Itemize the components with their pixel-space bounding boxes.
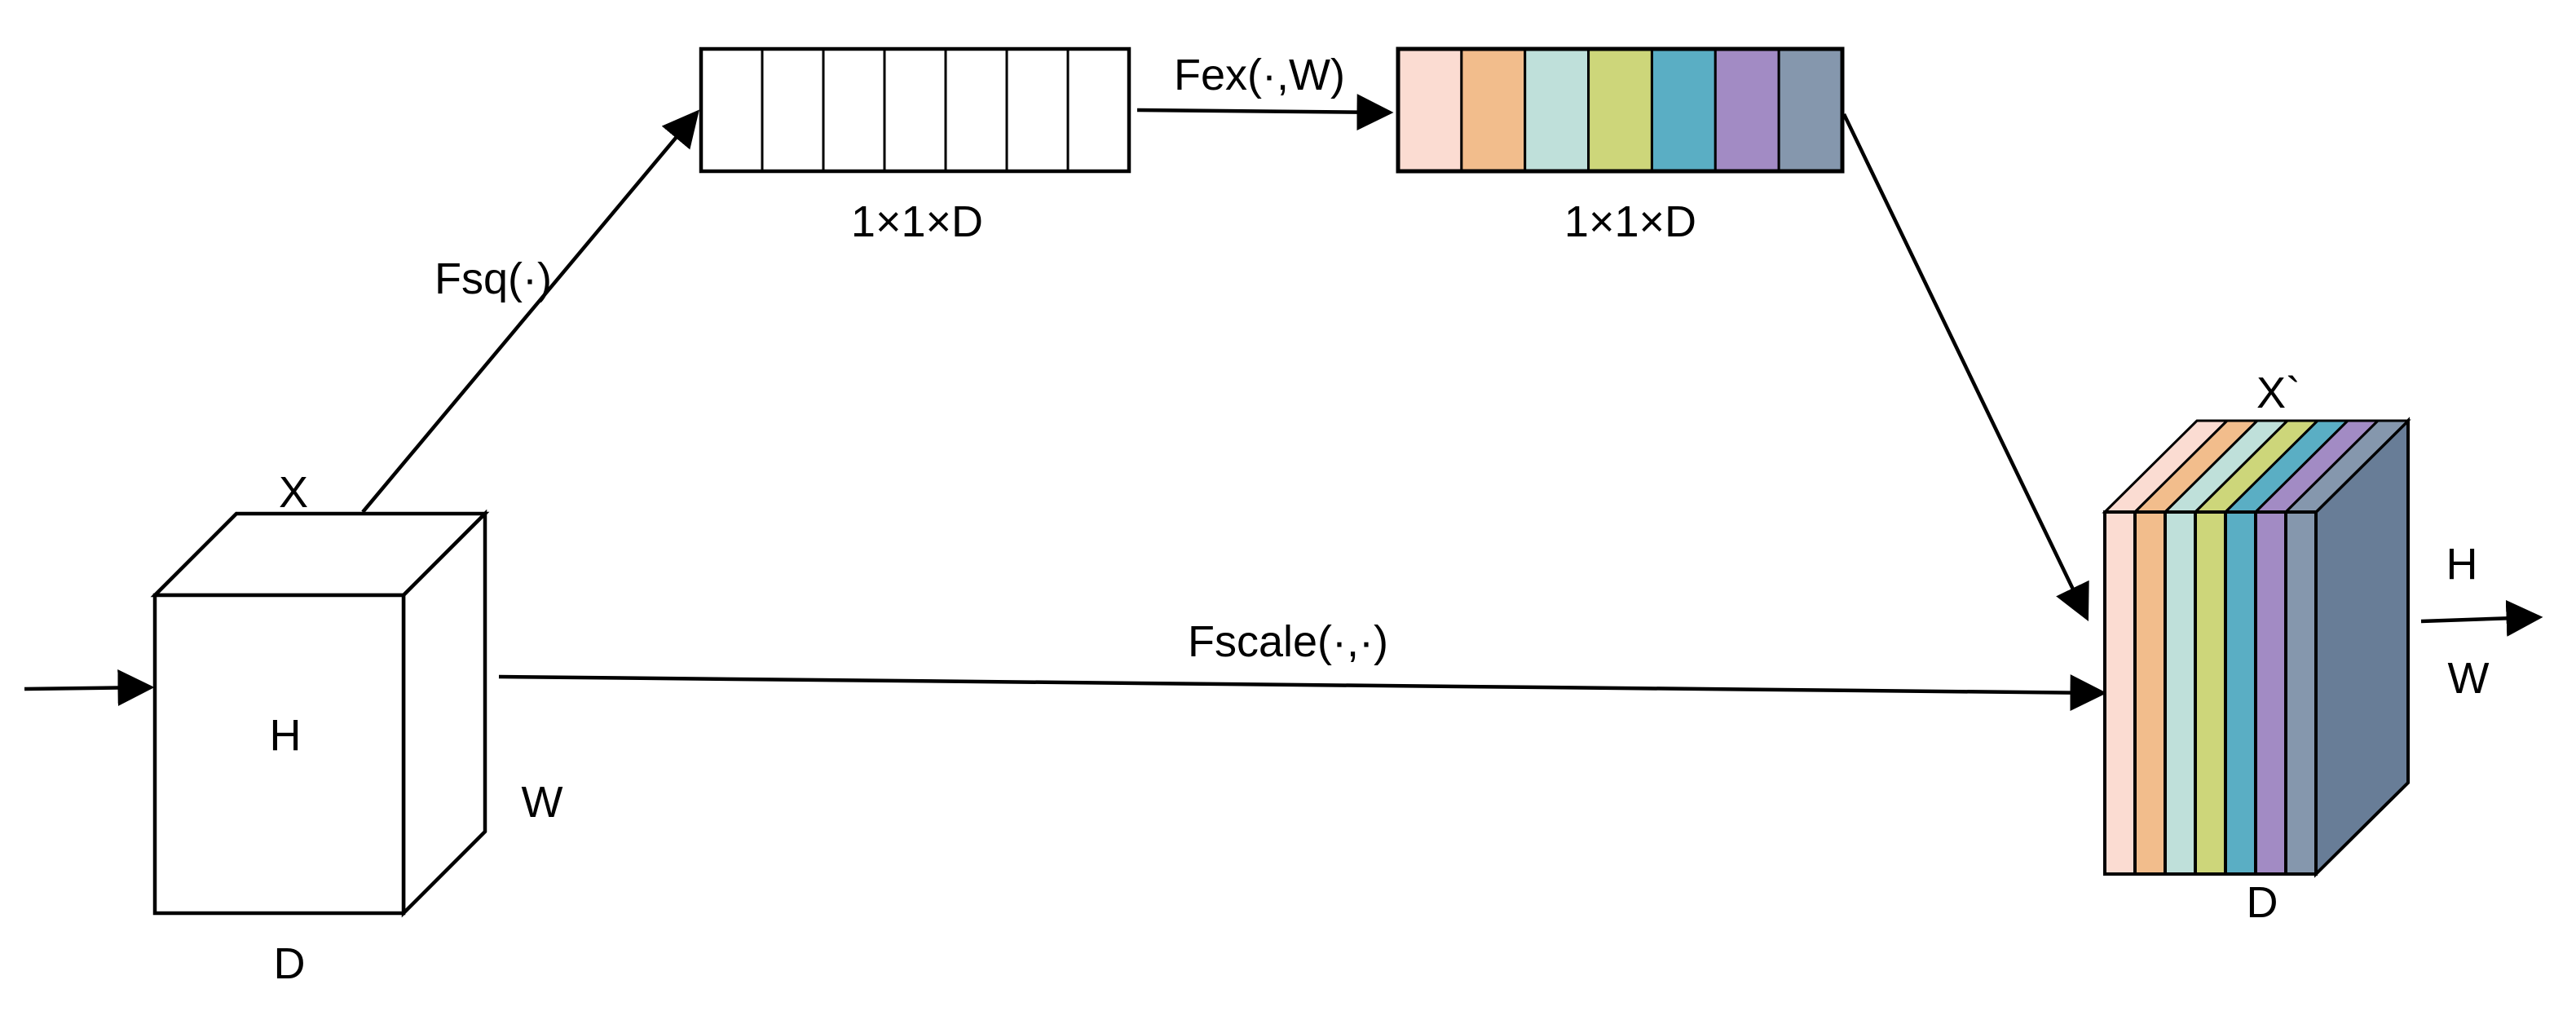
- excitation-vector-cell: [1777, 47, 1844, 173]
- excitation-vector: [1396, 46, 1845, 174]
- excitation-vector-cell: [1650, 47, 1717, 173]
- squeeze-vector-cell: [883, 47, 947, 173]
- output-slice-front-face: [2133, 510, 2167, 876]
- excitation-label: Fex(·,W): [1174, 51, 1345, 99]
- input-cube-front-face: [152, 593, 406, 916]
- output-slice-front-face: [2284, 510, 2318, 876]
- excitation-vector-cell: [1460, 47, 1527, 173]
- squeeze-arrow: [361, 109, 699, 514]
- output-slice-front-face: [2103, 510, 2137, 876]
- output-slice-front-face: [2254, 510, 2287, 876]
- excitation-vector-cell: [1524, 47, 1590, 173]
- output-block-name-label: X`: [2256, 369, 2300, 417]
- input-cube-depth-label: D: [274, 939, 306, 988]
- squeeze-vector-cell: [944, 47, 1008, 173]
- squeeze-vector-cell: [1005, 47, 1070, 173]
- excitation-vector-cell: [1714, 47, 1780, 173]
- input-feature-cube: [150, 509, 490, 918]
- squeeze-vector-cell: [699, 47, 764, 173]
- squeeze-vector: [699, 46, 1131, 174]
- excitation-vector-dim-label: 1×1×D: [1564, 197, 1696, 246]
- input-arrow: [24, 669, 155, 707]
- output-feature-block: [2102, 417, 2411, 878]
- squeeze-vector-cell: [1066, 47, 1131, 173]
- excitation-vector-outline: [1396, 46, 1845, 174]
- scale-arrow: [498, 674, 2107, 712]
- input-cube-height-label: H: [270, 711, 302, 760]
- input-cube-width-label: W: [522, 778, 563, 827]
- output-block-height-label: H: [2446, 540, 2478, 589]
- input-cube-name-label: X: [279, 468, 308, 517]
- excitation-to-output-arrow: [1842, 113, 2089, 622]
- output-slice-front-face: [2194, 510, 2227, 876]
- output-arrow: [2420, 599, 2543, 637]
- output-slice-front-face: [2224, 510, 2257, 876]
- scale-label: Fscale(·,·): [1188, 617, 1388, 666]
- squeeze-label: Fsq(·): [434, 254, 552, 303]
- squeeze-vector-dim-label: 1×1×D: [851, 197, 983, 246]
- excitation-vector-cell: [1587, 47, 1653, 173]
- output-slice-front-face: [2164, 510, 2197, 876]
- output-block-depth-label: D: [2247, 878, 2278, 927]
- squeeze-vector-cell: [822, 47, 886, 173]
- output-block-width-label: W: [2448, 654, 2490, 703]
- squeeze-vector-outline: [699, 46, 1131, 174]
- excitation-arrow: [1136, 94, 1394, 131]
- excitation-vector-cell: [1396, 47, 1463, 173]
- squeeze-vector-cell: [761, 47, 825, 173]
